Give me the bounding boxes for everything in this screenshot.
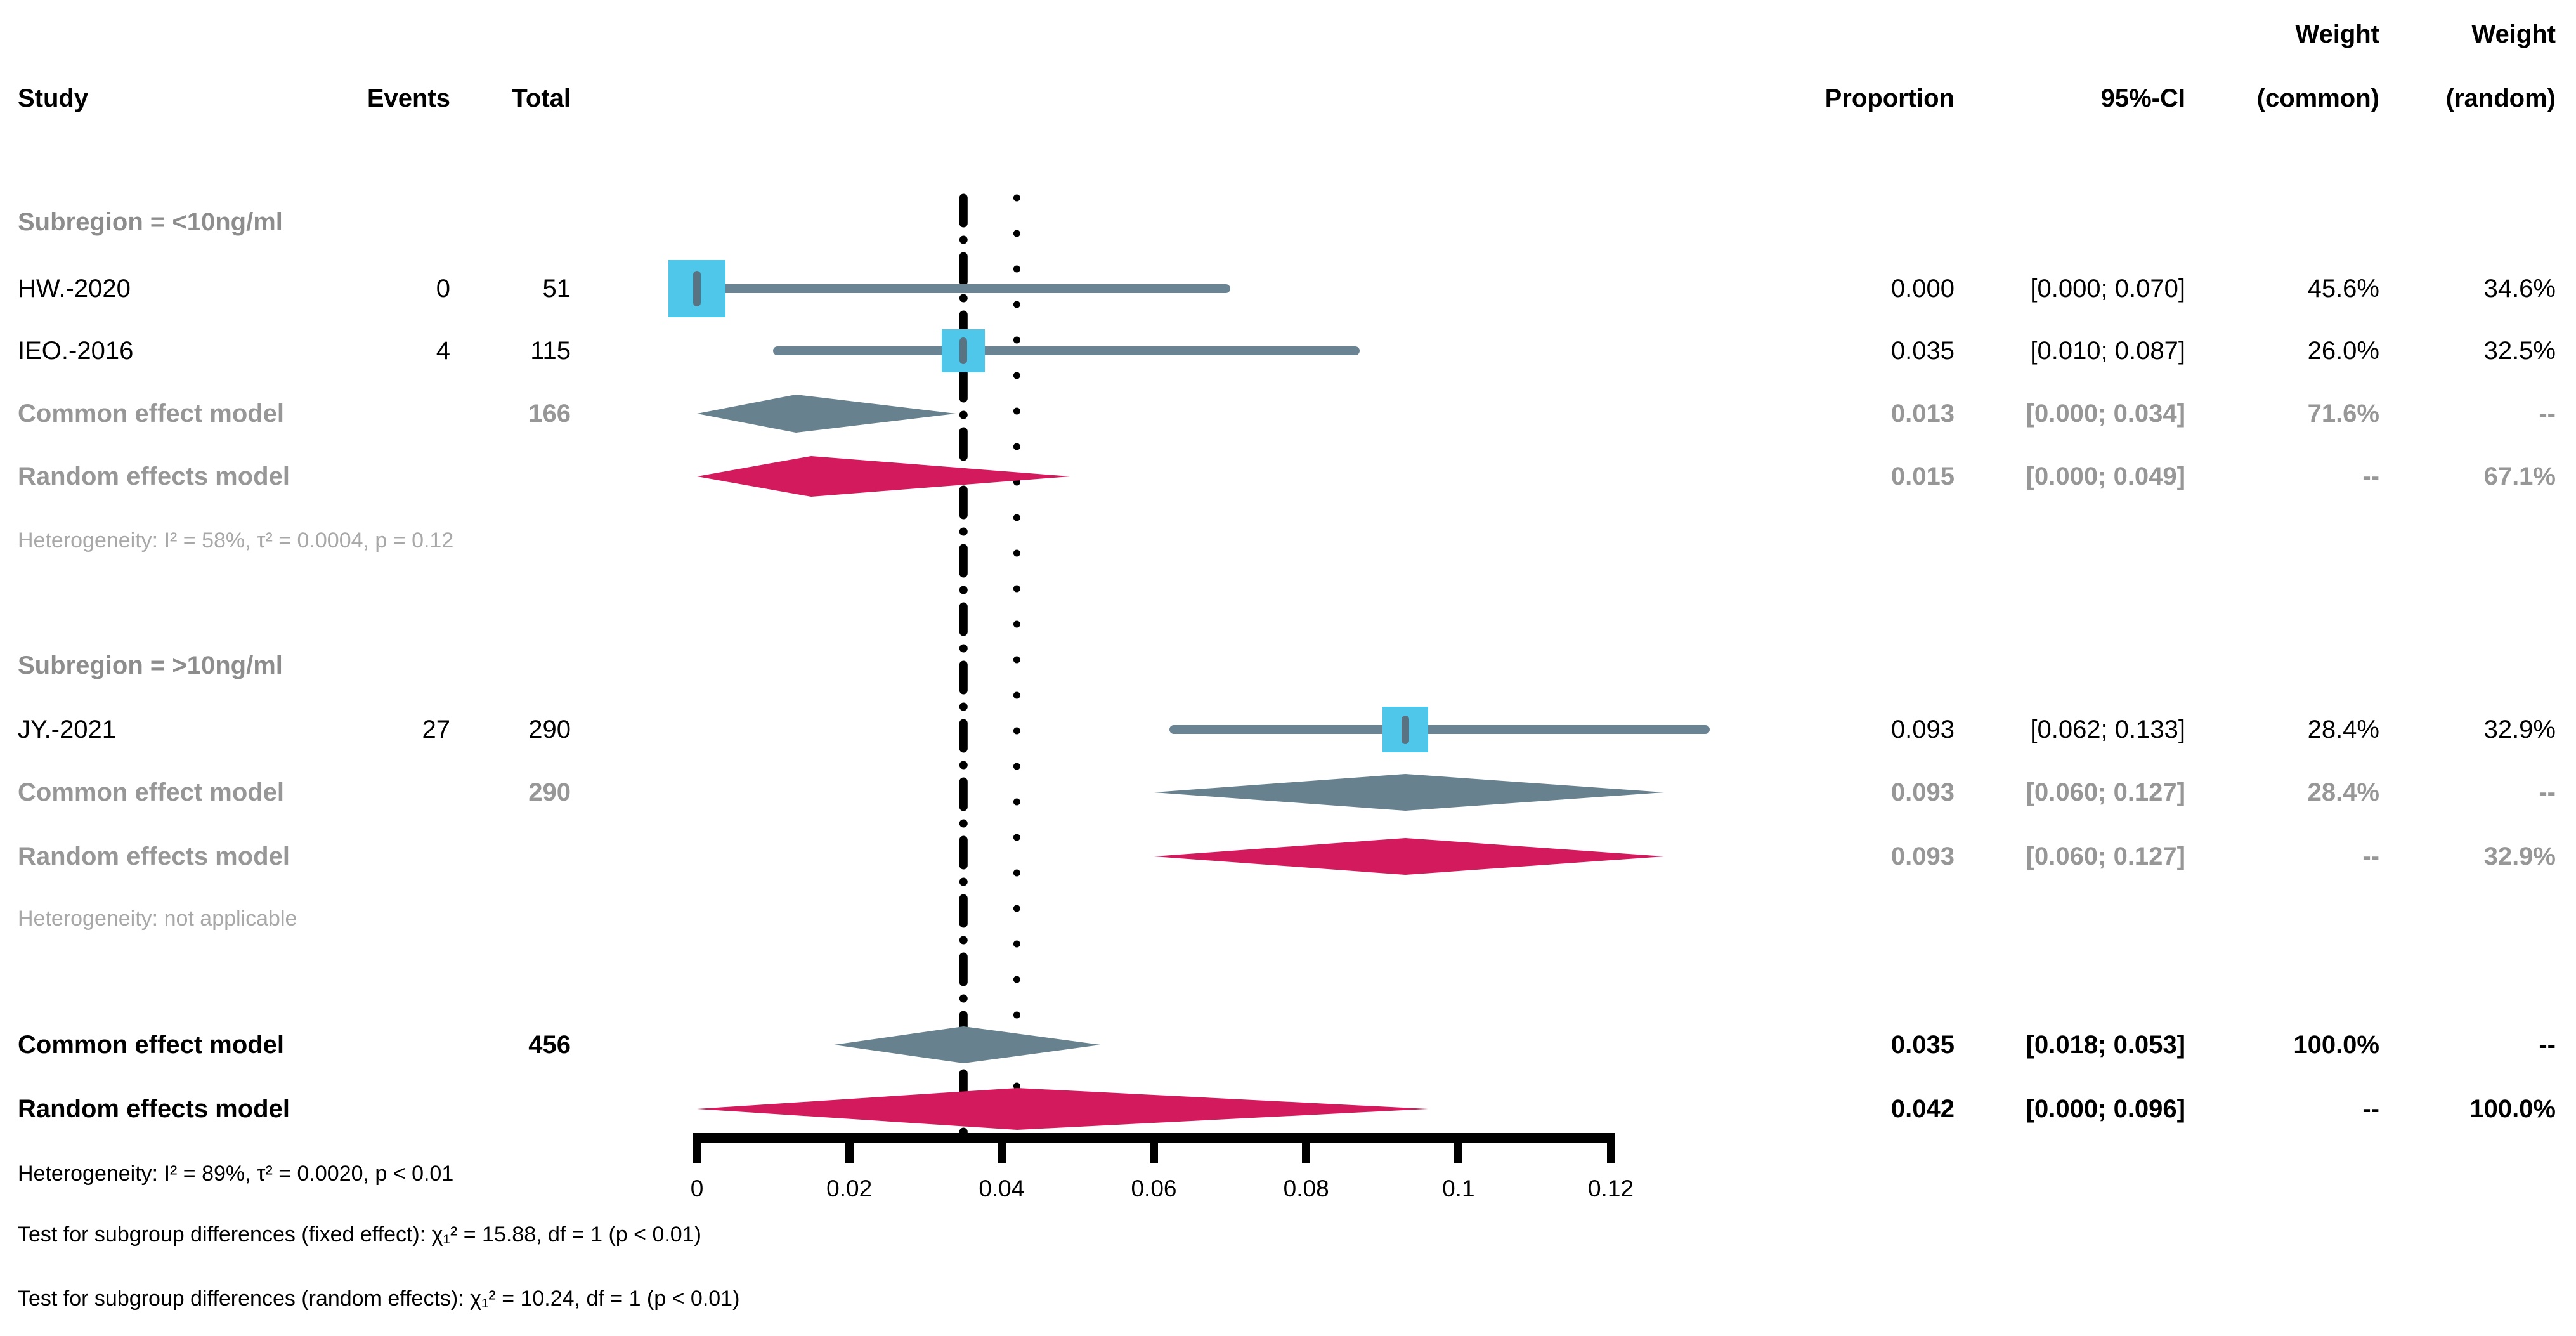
overall-model-name: Random effects model (18, 1095, 290, 1123)
subgroup-test-random-note: Test for subgroup differences (random ef… (18, 1287, 740, 1311)
x-axis-tick (1454, 1133, 1463, 1163)
header-study: Study (18, 84, 89, 112)
study-weight-random: 32.5% (2483, 337, 2556, 365)
x-tick-label: 0 (690, 1176, 704, 1202)
model-total: 166 (528, 400, 571, 428)
model-name: Random effects model (18, 462, 290, 490)
model-proportion: 0.093 (1890, 778, 1955, 806)
overall-heterogeneity-note: Heterogeneity: I² = 89%, τ² = 0.0020, p … (18, 1162, 454, 1186)
x-axis-tick (1302, 1133, 1311, 1163)
model-weight-common: -- (2362, 462, 2379, 490)
study-name: IEO.-2016 (18, 337, 134, 365)
model-proportion: 0.013 (1890, 400, 1955, 428)
model-weight-random: -- (2539, 778, 2556, 806)
study-events: 4 (436, 337, 450, 365)
x-tick-label: 0.04 (979, 1176, 1025, 1202)
overall-model-weight-common: 100.0% (2293, 1031, 2379, 1059)
model-name: Common effect model (18, 778, 285, 806)
model-weight-common: 28.4% (2307, 778, 2379, 806)
study-ci: [0.000; 0.070] (2030, 275, 2185, 303)
ci-line (697, 284, 1230, 293)
estimate-tick (693, 271, 701, 306)
x-tick-label: 0.06 (1131, 1176, 1177, 1202)
model-ci: [0.000; 0.034] (2026, 400, 2185, 428)
estimate-tick (959, 337, 968, 364)
study-weight-common: 26.0% (2307, 337, 2379, 365)
header-ci: 95%-CI (2100, 84, 2185, 112)
x-axis-tick (997, 1133, 1006, 1163)
study-ci: [0.010; 0.087] (2030, 337, 2185, 365)
study-ci: [0.062; 0.133] (2030, 716, 2185, 743)
overall-model-weight-random: -- (2539, 1031, 2556, 1059)
subgroup-label: Subregion = <10ng/ml (18, 208, 283, 236)
model-weight-common: -- (2362, 842, 2379, 870)
subgroup-label: Subregion = >10ng/ml (18, 652, 283, 679)
model-proportion: 0.093 (1890, 842, 1955, 870)
header-weight-common-top: Weight (2295, 20, 2379, 48)
study-proportion: 0.035 (1890, 337, 1955, 365)
x-tick-label: 0.08 (1283, 1176, 1329, 1202)
model-weight-random: 67.1% (2483, 462, 2556, 490)
x-axis-tick (1606, 1133, 1615, 1163)
study-weight-random: 32.9% (2483, 716, 2556, 743)
heterogeneity-note: Heterogeneity: not applicable (18, 907, 297, 931)
overall-model-total: 456 (528, 1031, 571, 1059)
ci-line (773, 346, 1360, 355)
x-axis-tick (845, 1133, 854, 1163)
header-weight-random-top: Weight (2471, 20, 2556, 48)
overall-model-ci: [0.000; 0.096] (2026, 1095, 2185, 1123)
study-events: 0 (436, 275, 450, 303)
model-ci: [0.060; 0.127] (2026, 778, 2185, 806)
model-weight-common: 71.6% (2307, 400, 2379, 428)
header-proportion: Proportion (1825, 84, 1955, 112)
x-tick-label: 0.1 (1442, 1176, 1475, 1202)
study-total: 290 (528, 716, 571, 743)
header-total: Total (512, 84, 571, 112)
study-proportion: 0.093 (1890, 716, 1955, 743)
x-axis-tick (693, 1133, 701, 1163)
header-weight-common: (common) (2256, 84, 2379, 112)
model-ci: [0.000; 0.049] (2026, 462, 2185, 490)
study-proportion: 0.000 (1890, 275, 1955, 303)
study-weight-random: 34.6% (2483, 275, 2556, 303)
model-ci: [0.060; 0.127] (2026, 842, 2185, 870)
estimate-tick (1401, 715, 1409, 744)
model-total: 290 (528, 778, 571, 806)
study-total: 115 (530, 337, 571, 365)
overall-model-proportion: 0.042 (1890, 1095, 1955, 1123)
x-tick-label: 0.02 (826, 1176, 873, 1202)
heterogeneity-note: Heterogeneity: I² = 58%, τ² = 0.0004, p … (18, 528, 454, 553)
study-name: HW.-2020 (18, 275, 131, 303)
study-weight-common: 28.4% (2307, 716, 2379, 743)
header-events: Events (367, 84, 450, 112)
x-axis-tick (1150, 1133, 1158, 1163)
study-total: 51 (542, 275, 571, 303)
study-name: JY.-2021 (18, 716, 116, 743)
overall-model-weight-common: -- (2362, 1095, 2379, 1123)
overall-model-name: Common effect model (18, 1031, 285, 1059)
overall-model-proportion: 0.035 (1890, 1031, 1955, 1059)
study-events: 27 (422, 716, 451, 743)
model-weight-random: -- (2539, 400, 2556, 428)
model-name: Random effects model (18, 842, 290, 870)
model-proportion: 0.015 (1890, 462, 1955, 490)
header-weight-random: (random) (2445, 84, 2556, 112)
model-name: Common effect model (18, 400, 285, 428)
model-weight-random: 32.9% (2483, 842, 2556, 870)
overall-model-weight-random: 100.0% (2469, 1095, 2556, 1123)
overall-model-ci: [0.018; 0.053] (2026, 1031, 2185, 1059)
subgroup-test-fixed-note: Test for subgroup differences (fixed eff… (18, 1222, 701, 1247)
ci-line (1169, 725, 1710, 734)
study-weight-common: 45.6% (2307, 275, 2379, 303)
x-tick-label: 0.12 (1587, 1176, 1634, 1202)
